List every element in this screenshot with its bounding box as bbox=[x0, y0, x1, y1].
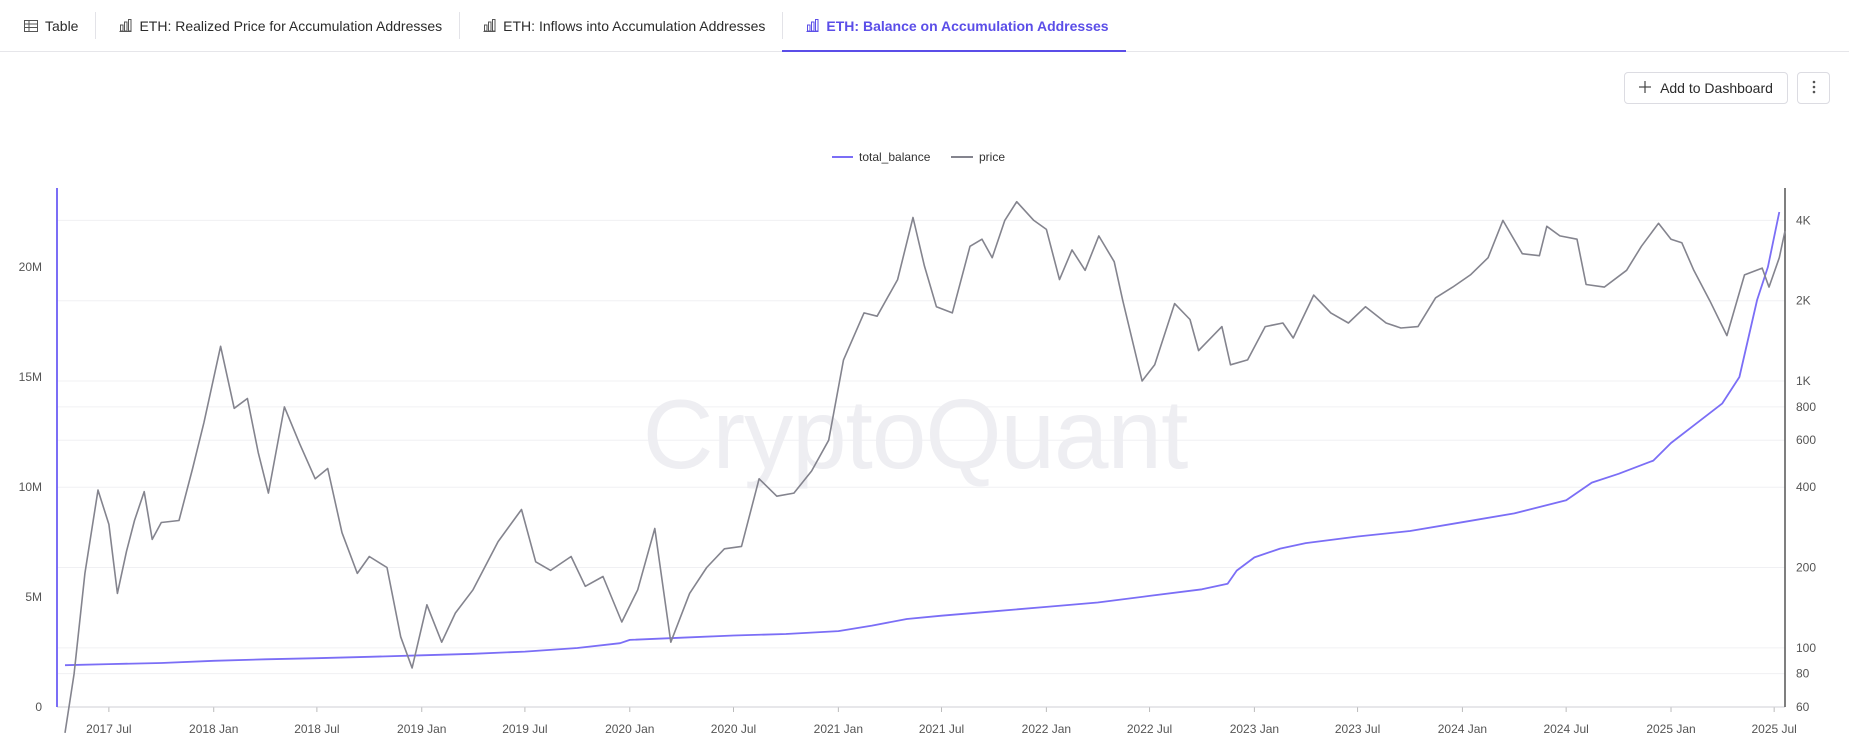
y-right-tick-label: 1K bbox=[1796, 374, 1811, 388]
y-right-tick-label: 2K bbox=[1796, 294, 1811, 308]
x-tick-label: 2024 Jul bbox=[1543, 722, 1588, 736]
tab-label: Table bbox=[45, 17, 79, 34]
y-left-tick-label: 5M bbox=[25, 590, 42, 604]
legend: total_balance price bbox=[832, 150, 1005, 164]
y-right-tick-label: 200 bbox=[1796, 561, 1816, 575]
tab-table[interactable]: Table bbox=[0, 0, 95, 51]
y-right-tick-label: 800 bbox=[1796, 400, 1816, 414]
x-tick-label: 2021 Jan bbox=[814, 722, 863, 736]
more-options-button[interactable] bbox=[1797, 72, 1830, 104]
y-left-tick-label: 15M bbox=[19, 370, 42, 384]
y-right-tick-label: 4K bbox=[1796, 213, 1811, 227]
axes: 60 80 100 200 400 600 800 1K 2K 4K 0 5M 10M 15M 20M 201… bbox=[19, 188, 1816, 736]
tab-bar: Table ETH: Realized Price for Accumulati… bbox=[0, 0, 1849, 52]
bar-chart-icon bbox=[806, 19, 819, 32]
x-tick-label: 2020 Jul bbox=[711, 722, 756, 736]
y-right-tick-label: 400 bbox=[1796, 480, 1816, 494]
series-line-total-balance bbox=[64, 211, 1781, 667]
y-right-tick-label: 60 bbox=[1796, 700, 1810, 714]
add-to-dashboard-button[interactable]: Add to Dashboard bbox=[1624, 72, 1788, 104]
x-tick-label: 2017 Jul bbox=[86, 722, 131, 736]
x-tick-label: 2023 Jul bbox=[1335, 722, 1380, 736]
y-left-tick-label: 20M bbox=[19, 260, 42, 274]
x-tick-label: 2020 Jan bbox=[605, 722, 654, 736]
y-left-tick-label: 10M bbox=[19, 480, 42, 494]
y-right-tick-label: 80 bbox=[1796, 667, 1810, 681]
table-icon bbox=[24, 19, 38, 32]
x-tick-label: 2024 Jan bbox=[1438, 722, 1487, 736]
kebab-menu-icon bbox=[1812, 80, 1816, 97]
tab-balance[interactable]: ETH: Balance on Accumulation Addresses bbox=[782, 0, 1126, 52]
plus-icon bbox=[1639, 80, 1652, 96]
y-left-tick-label: 0 bbox=[35, 700, 42, 714]
tab-realized-price[interactable]: ETH: Realized Price for Accumulation Add… bbox=[95, 0, 459, 51]
add-to-dashboard-label: Add to Dashboard bbox=[1660, 80, 1773, 96]
x-tick-label: 2022 Jan bbox=[1022, 722, 1071, 736]
tab-label: ETH: Balance on Accumulation Addresses bbox=[826, 17, 1109, 34]
x-tick-label: 2023 Jan bbox=[1230, 722, 1279, 736]
bar-chart-icon bbox=[119, 19, 132, 32]
x-tick-label: 2018 Jan bbox=[189, 722, 238, 736]
legend-label-total-balance: total_balance bbox=[859, 150, 931, 164]
x-tick-label: 2018 Jul bbox=[294, 722, 339, 736]
tab-inflows[interactable]: ETH: Inflows into Accumulation Addresses bbox=[459, 0, 782, 51]
x-tick-label: 2025 Jan bbox=[1646, 722, 1695, 736]
watermark: CryptoQuant bbox=[643, 379, 1188, 489]
series-lines bbox=[64, 200, 1786, 734]
x-tick-label: 2021 Jul bbox=[919, 722, 964, 736]
series-line-price bbox=[64, 200, 1786, 734]
y-right-tick-label: 600 bbox=[1796, 433, 1816, 447]
x-tick-label: 2022 Jul bbox=[1127, 722, 1172, 736]
x-tick-label: 2019 Jan bbox=[397, 722, 446, 736]
y-right-tick-label: 100 bbox=[1796, 641, 1816, 655]
legend-label-price: price bbox=[979, 150, 1005, 164]
x-tick-label: 2025 Jul bbox=[1751, 722, 1796, 736]
bar-chart-icon bbox=[483, 19, 496, 32]
tab-label: ETH: Inflows into Accumulation Addresses bbox=[503, 17, 766, 34]
tab-label: ETH: Realized Price for Accumulation Add… bbox=[139, 17, 443, 34]
x-tick-label: 2019 Jul bbox=[502, 722, 547, 736]
